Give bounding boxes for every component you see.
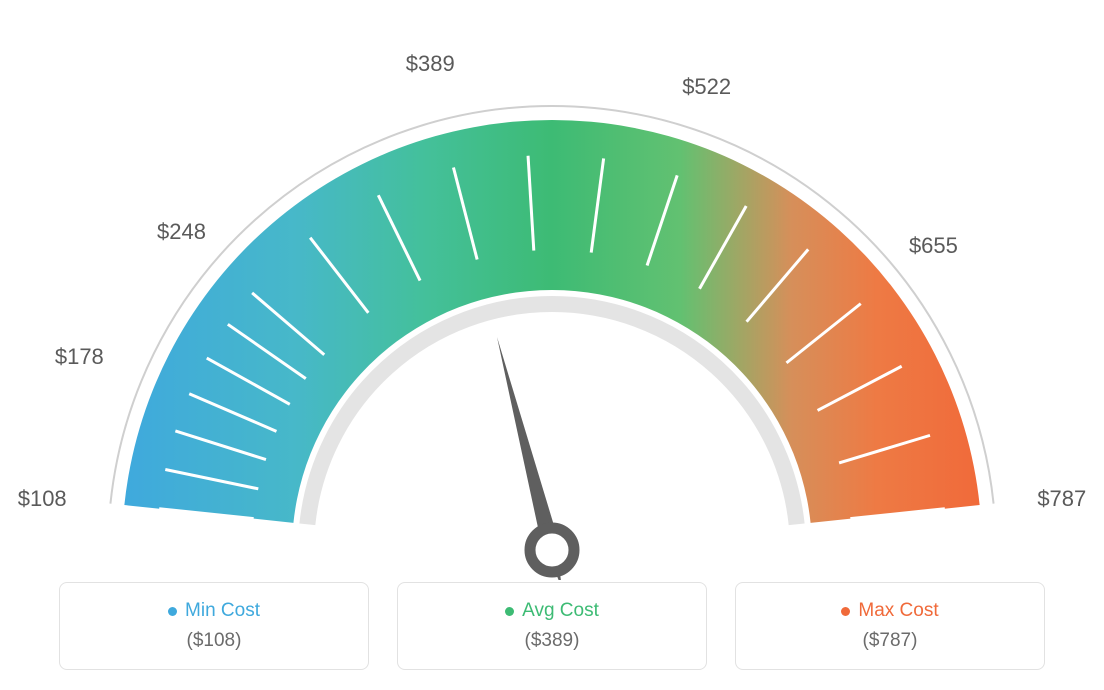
legend-card-max: Max Cost ($787) bbox=[735, 582, 1045, 670]
gauge-scale-label: $108 bbox=[18, 486, 67, 512]
cost-gauge: $108$178$248$389$522$655$787 bbox=[52, 20, 1052, 580]
dot-icon bbox=[841, 607, 850, 616]
gauge-scale-label: $655 bbox=[909, 233, 958, 259]
legend-avg-label: Avg Cost bbox=[522, 600, 599, 622]
gauge-scale-label: $389 bbox=[406, 51, 455, 77]
legend-min-value: ($108) bbox=[187, 630, 242, 652]
gauge-scale-label: $248 bbox=[157, 219, 206, 245]
legend-max-top: Max Cost bbox=[841, 600, 938, 622]
legend-card-min: Min Cost ($108) bbox=[59, 582, 369, 670]
legend-min-top: Min Cost bbox=[168, 600, 260, 622]
gauge-scale-label: $522 bbox=[682, 74, 731, 100]
legend-card-avg: Avg Cost ($389) bbox=[397, 582, 707, 670]
legend-max-label: Max Cost bbox=[858, 600, 938, 622]
legend-row: Min Cost ($108) Avg Cost ($389) Max Cost… bbox=[59, 582, 1045, 670]
gauge-svg bbox=[52, 20, 1052, 580]
legend-avg-value: ($389) bbox=[525, 630, 580, 652]
gauge-scale-label: $787 bbox=[1037, 486, 1086, 512]
legend-max-value: ($787) bbox=[863, 630, 918, 652]
legend-min-label: Min Cost bbox=[185, 600, 260, 622]
gauge-scale-label: $178 bbox=[55, 344, 104, 370]
dot-icon bbox=[168, 607, 177, 616]
legend-avg-top: Avg Cost bbox=[505, 600, 599, 622]
dot-icon bbox=[505, 607, 514, 616]
